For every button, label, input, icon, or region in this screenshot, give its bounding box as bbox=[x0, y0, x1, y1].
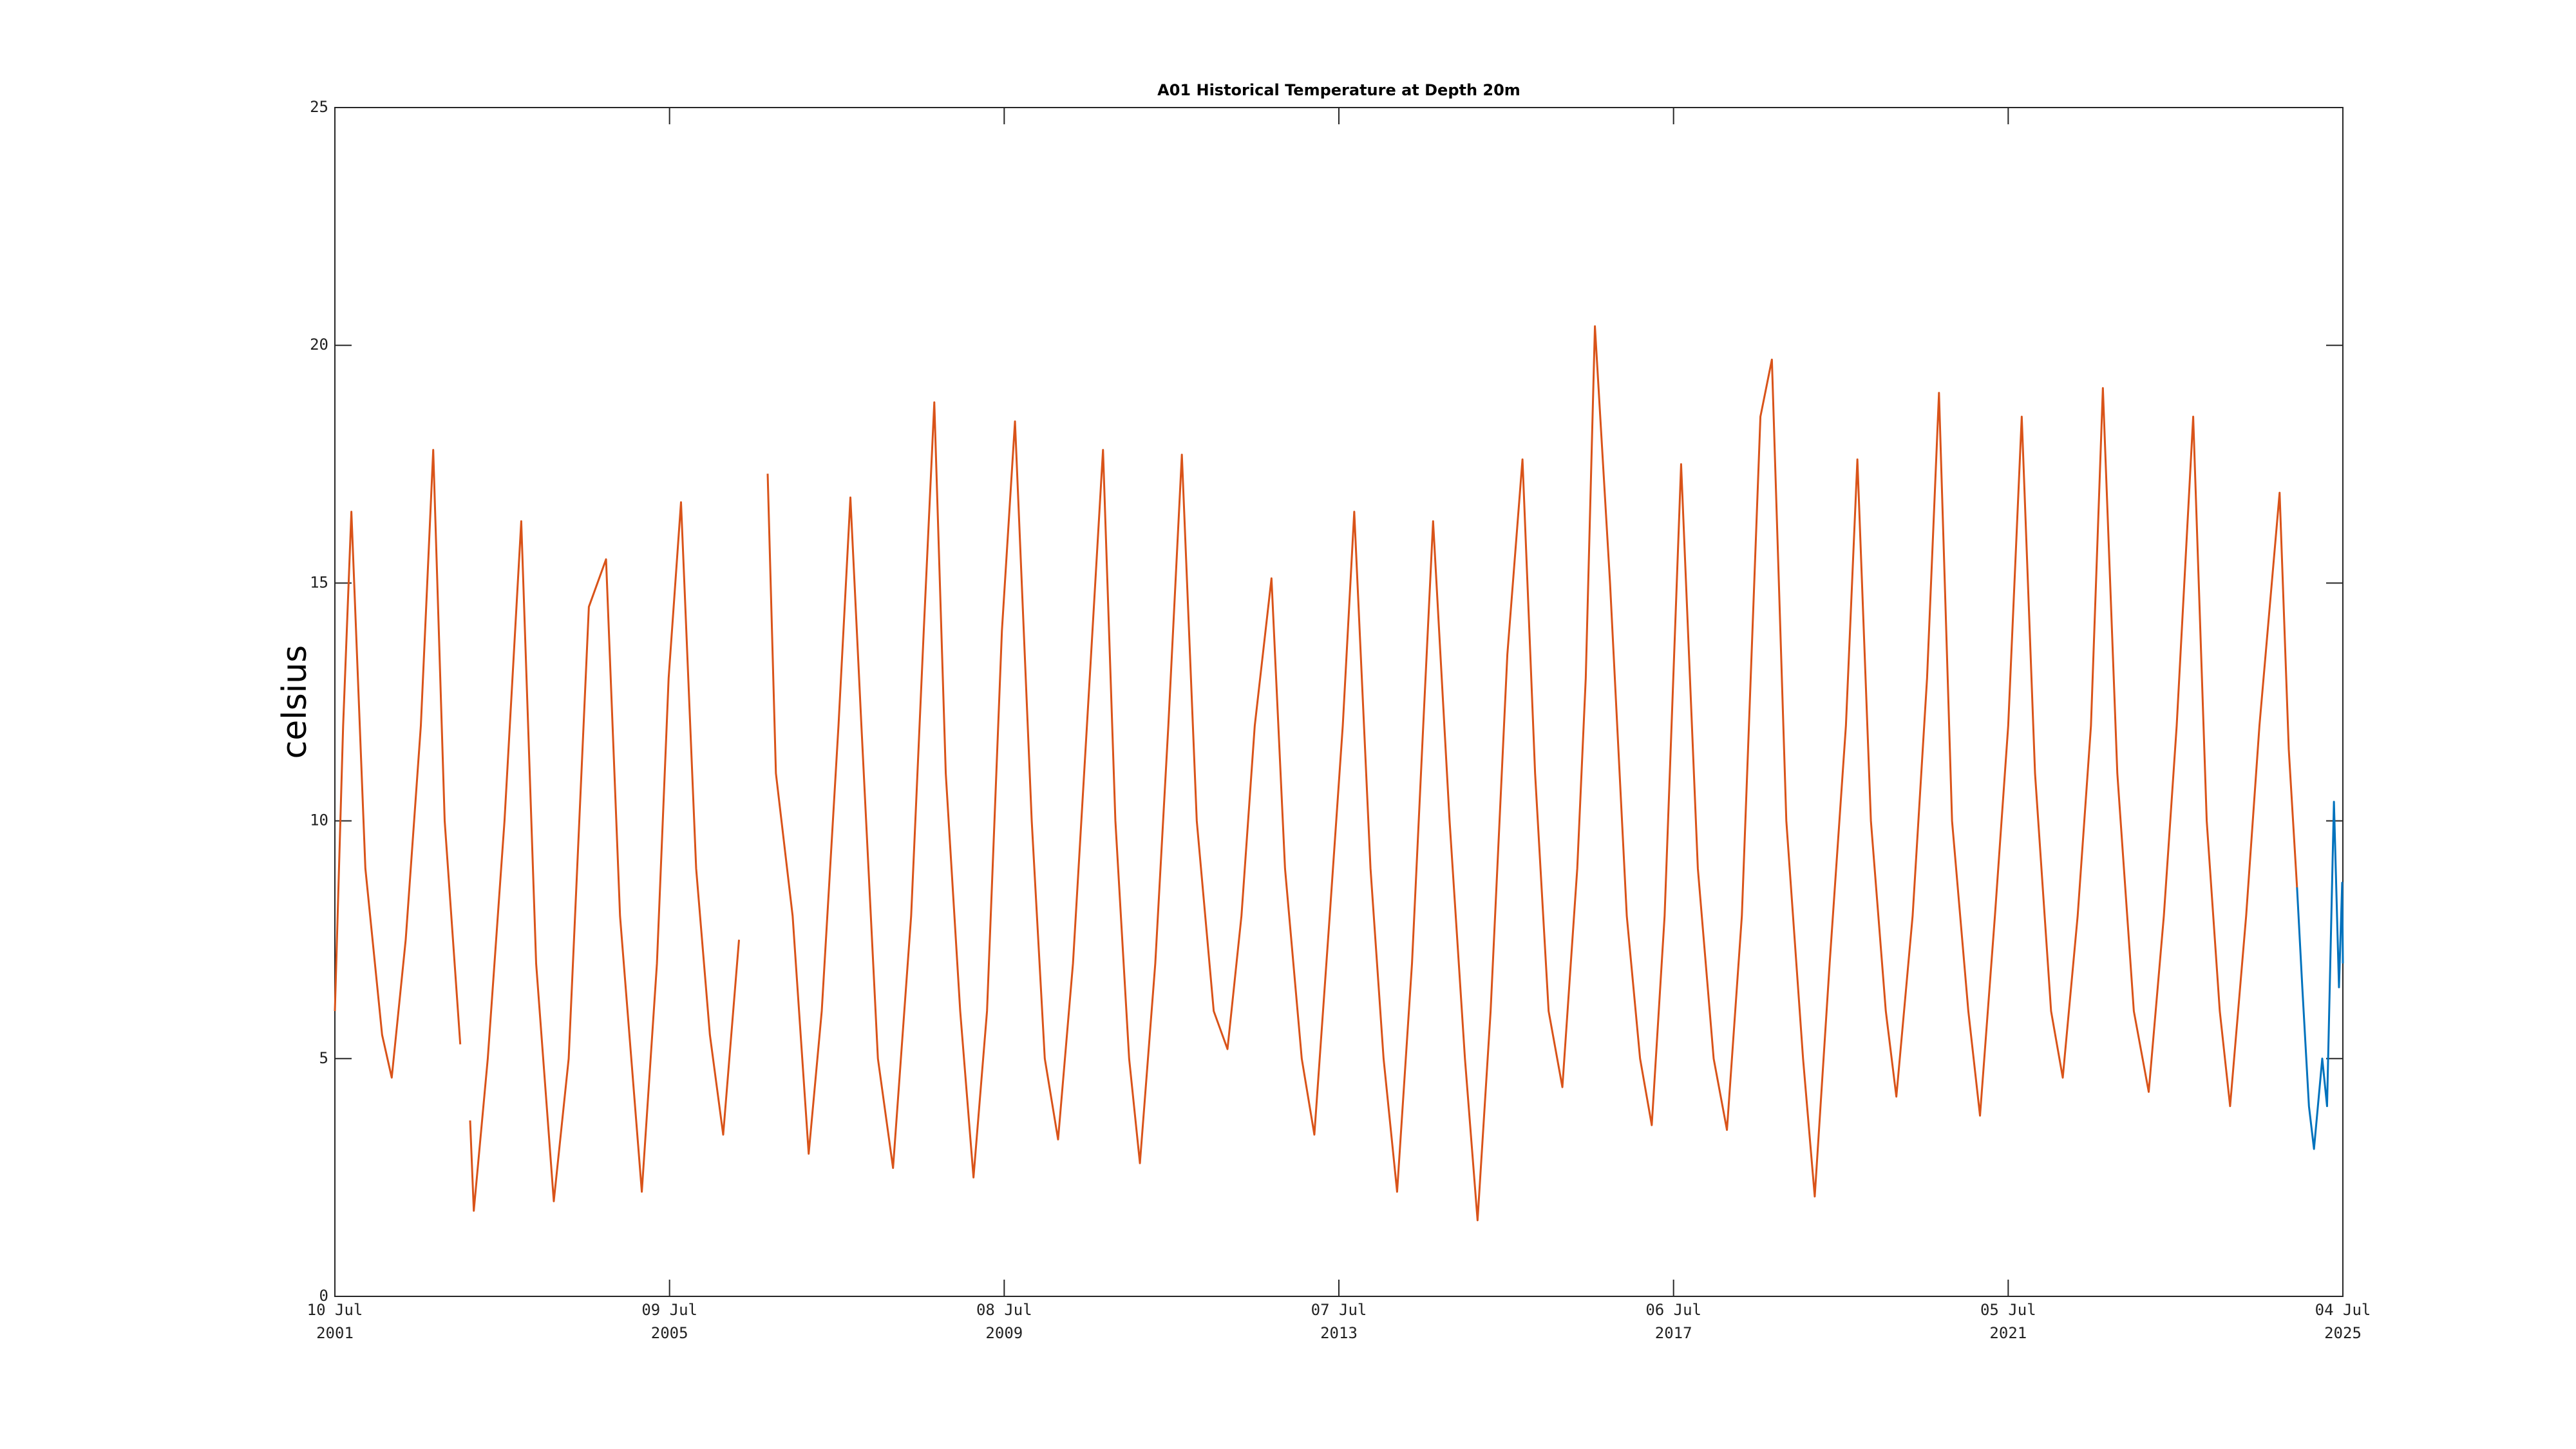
x-tick-label: 08 Jul bbox=[976, 1301, 1032, 1319]
x-tick-label: 2009 bbox=[985, 1324, 1023, 1342]
x-tick-label: 10 Jul bbox=[307, 1301, 363, 1319]
chart-title: A01 Historical Temperature at Depth 20m bbox=[1157, 81, 1520, 99]
series-line bbox=[2296, 800, 2344, 1150]
x-tick-label: 2025 bbox=[2324, 1324, 2362, 1342]
y-tick-label: 5 bbox=[319, 1049, 328, 1067]
y-tick-label: 0 bbox=[319, 1287, 328, 1305]
x-tick-label: 04 Jul bbox=[2315, 1301, 2371, 1319]
x-tick-label: 2017 bbox=[1655, 1324, 1692, 1342]
x-tick-label: 05 Jul bbox=[1980, 1301, 2036, 1319]
x-tick-label: 07 Jul bbox=[1311, 1301, 1367, 1319]
y-tick-label: 10 bbox=[310, 811, 328, 829]
series-line bbox=[334, 325, 2298, 1222]
y-axis-label: celsius bbox=[276, 645, 314, 759]
x-tick-label: 2013 bbox=[1320, 1324, 1358, 1342]
x-tick-label: 2021 bbox=[1989, 1324, 2027, 1342]
x-tick-label: 06 Jul bbox=[1645, 1301, 1701, 1319]
x-tick-label: 09 Jul bbox=[641, 1301, 697, 1319]
y-tick-label: 25 bbox=[310, 98, 328, 116]
x-tick-label: 2005 bbox=[651, 1324, 688, 1342]
y-tick-label: 20 bbox=[310, 336, 328, 354]
x-tick-label: 2001 bbox=[316, 1324, 354, 1342]
y-tick-label: 15 bbox=[310, 573, 328, 591]
